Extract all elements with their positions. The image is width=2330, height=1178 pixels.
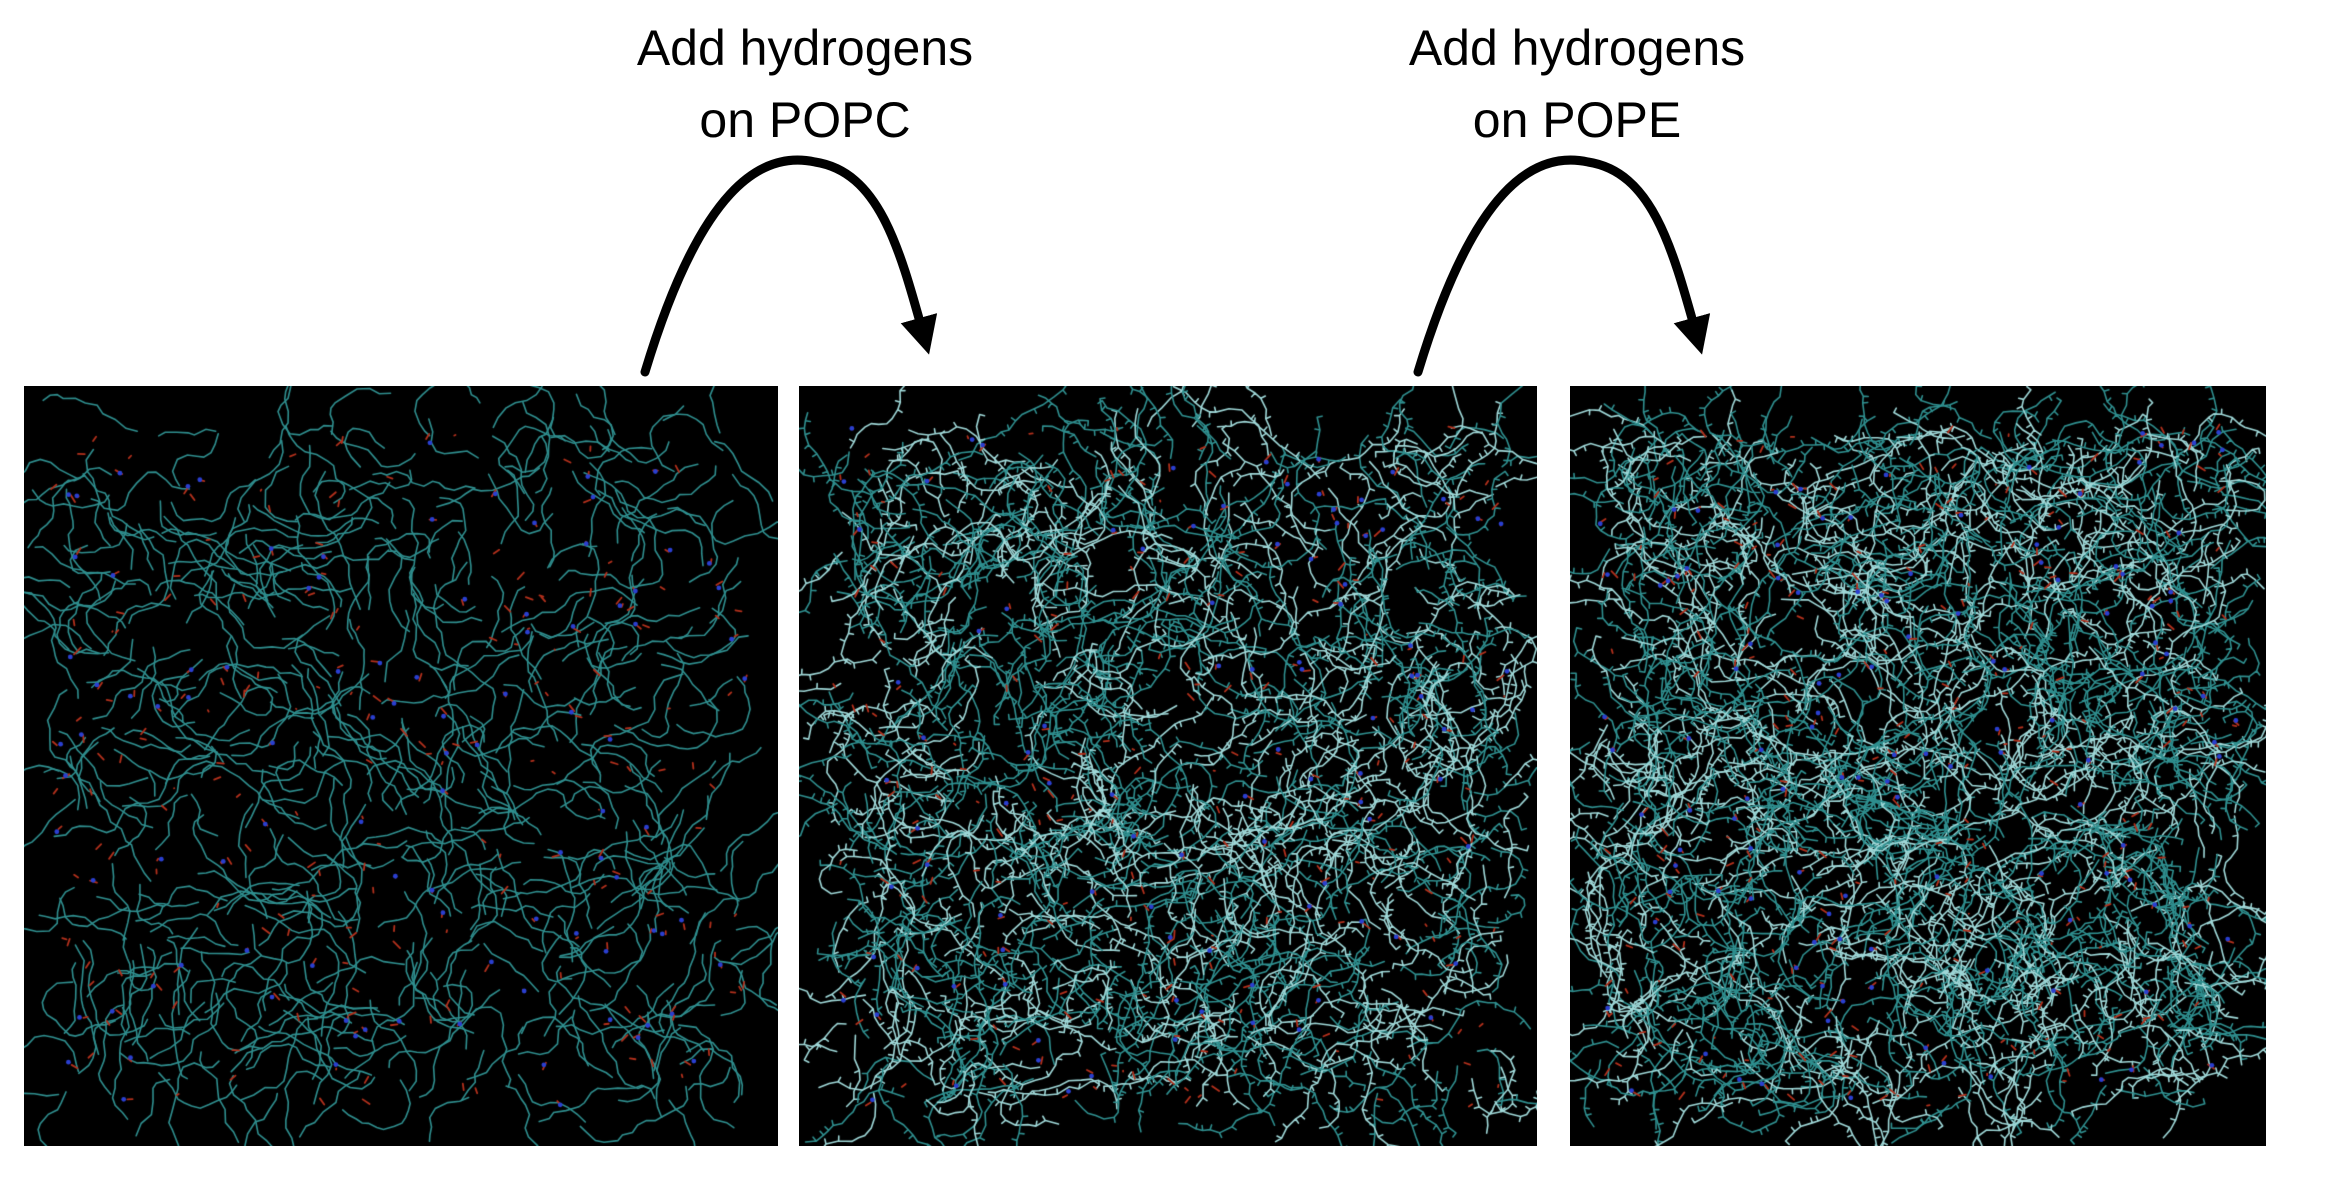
membrane-render-canvas bbox=[24, 386, 778, 1146]
annotation-add-hydrogens-popc: Add hydrogens on POPC bbox=[595, 12, 1015, 156]
membrane-render-canvas bbox=[1570, 386, 2266, 1146]
annotation-line-2: on POPE bbox=[1472, 92, 1682, 148]
annotation-line-2: on POPC bbox=[699, 92, 911, 148]
membrane-panel-pope-hydrogens bbox=[1570, 386, 2266, 1146]
annotation-line-1: Add hydrogens bbox=[1408, 20, 1746, 76]
curved-arrow-2 bbox=[1413, 155, 1711, 377]
curved-arrow-1 bbox=[640, 155, 938, 377]
membrane-panel-popc-hydrogens bbox=[799, 386, 1537, 1146]
membrane-panel-without-hydrogens bbox=[24, 386, 778, 1146]
annotation-line-1: Add hydrogens bbox=[636, 20, 974, 76]
annotation-add-hydrogens-pope: Add hydrogens on POPE bbox=[1367, 12, 1787, 156]
membrane-render-canvas bbox=[799, 386, 1537, 1146]
transition-arrows bbox=[640, 155, 1711, 377]
